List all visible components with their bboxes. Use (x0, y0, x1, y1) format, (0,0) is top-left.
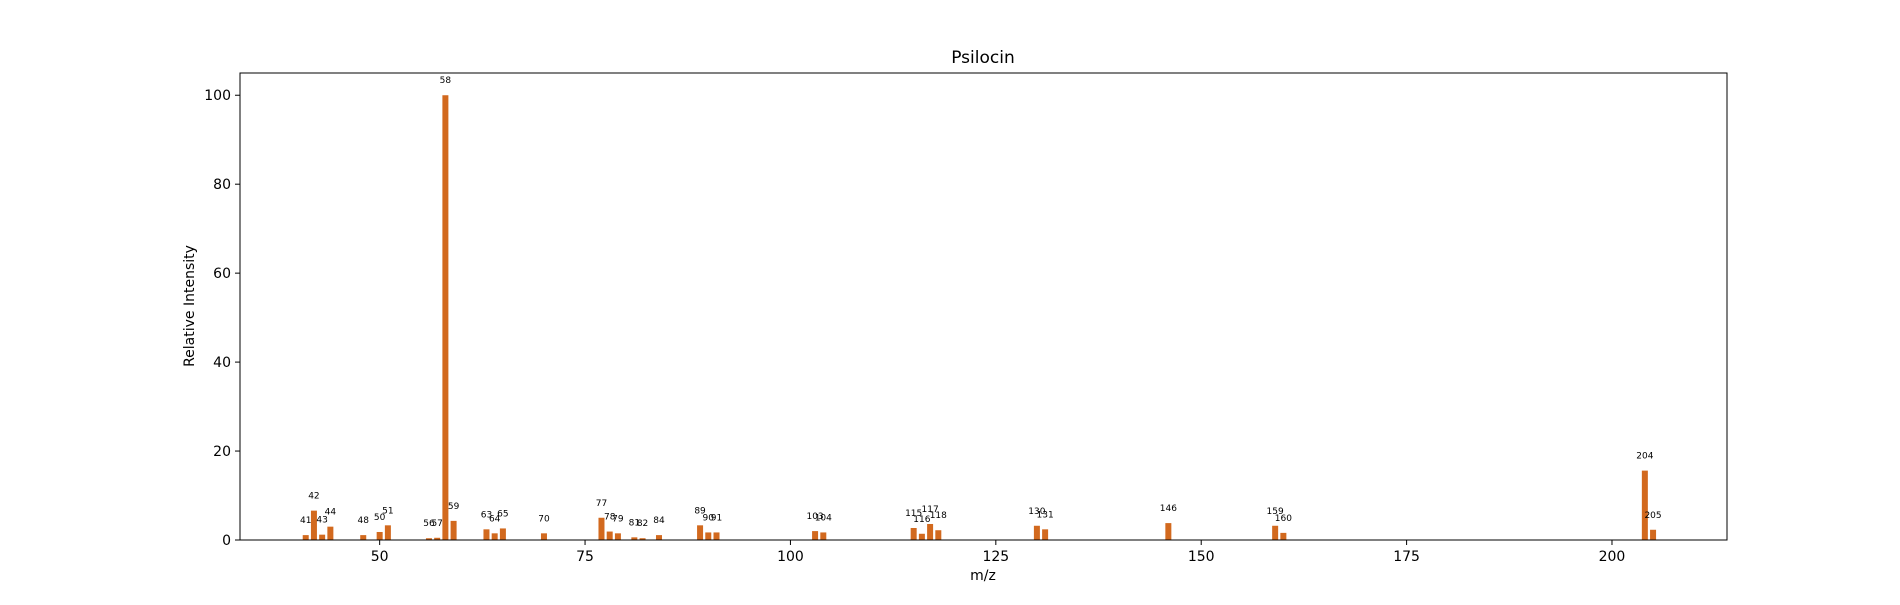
data-label-mz-146: 146 (1160, 504, 1177, 514)
bar-mz-205 (1650, 529, 1657, 540)
data-label-mz-57: 57 (431, 519, 442, 529)
data-label-mz-117: 117 (922, 505, 939, 515)
data-label-mz-103: 103 (806, 512, 823, 522)
bar-mz-59 (450, 520, 457, 540)
y-tick-label: 80 (213, 177, 231, 193)
data-label-mz-64: 64 (489, 514, 501, 524)
data-label-mz-81: 81 (629, 518, 640, 528)
x-tick-label: 50 (371, 549, 389, 565)
bar-mz-56 (425, 538, 432, 540)
data-label-mz-77: 77 (596, 499, 607, 509)
bar-mz-84 (655, 535, 662, 540)
bar-mz-77 (598, 517, 605, 540)
bar-mz-131 (1042, 529, 1049, 540)
x-tick-label: 150 (1188, 549, 1215, 565)
bar-mz-130 (1033, 525, 1040, 540)
bar-mz-103 (812, 531, 819, 540)
x-tick-label: 100 (777, 549, 804, 565)
data-label-mz-65: 65 (497, 509, 508, 519)
data-label-mz-70: 70 (538, 514, 550, 524)
data-label-mz-115: 115 (905, 509, 922, 519)
bar-mz-204 (1641, 470, 1648, 540)
bar-mz-42 (310, 510, 317, 540)
bar-mz-146 (1165, 523, 1172, 540)
data-label-mz-59: 59 (448, 502, 460, 512)
y-axis-ticks: 0 20 40 60 80 100 (204, 88, 240, 549)
data-label-mz-41: 41 (300, 516, 311, 526)
bar-mz-117 (927, 523, 934, 540)
bar-mz-50 (376, 531, 383, 540)
data-label-mz-116: 116 (913, 515, 930, 525)
y-tick-label: 40 (213, 355, 231, 371)
data-label-mz-89: 89 (694, 506, 706, 516)
bar-mz-115 (910, 527, 917, 540)
chart-title: Psilocin (951, 48, 1015, 68)
data-label-mz-79: 79 (612, 514, 624, 524)
bar-mz-51 (384, 525, 391, 540)
data-label-mz-84: 84 (653, 516, 665, 526)
bar-mz-64 (491, 533, 498, 540)
x-tick-label: 200 (1599, 549, 1626, 565)
data-label-mz-56: 56 (423, 519, 435, 529)
x-tick-label: 125 (982, 549, 1009, 565)
data-label-mz-131: 131 (1037, 510, 1054, 520)
x-axis-ticks: 50 75 100 125 150 175 200 (371, 540, 1626, 565)
bar-mz-48 (360, 535, 367, 540)
data-label-mz-78: 78 (604, 513, 616, 523)
data-label-mz-44: 44 (325, 508, 337, 518)
x-tick-label: 75 (576, 549, 594, 565)
data-label-mz-118: 118 (930, 511, 947, 521)
bar-mz-78 (606, 531, 613, 540)
data-label-mz-43: 43 (316, 516, 327, 526)
bar-mz-58 (442, 95, 449, 541)
data-label-mz-82: 82 (637, 519, 648, 529)
bar-mz-159 (1272, 525, 1279, 540)
data-label-mz-63: 63 (481, 510, 492, 520)
data-label-mz-204: 204 (1636, 452, 1653, 462)
bar-mz-90 (705, 532, 712, 540)
data-label-mz-160: 160 (1275, 514, 1292, 524)
bar-mz-65 (499, 528, 506, 540)
data-label-mz-91: 91 (711, 513, 722, 523)
y-tick-label: 0 (222, 533, 231, 549)
data-label-mz-90: 90 (703, 513, 715, 523)
data-label-mz-58: 58 (440, 76, 452, 86)
bar-mz-81 (631, 537, 638, 540)
x-axis-label: m/z (970, 568, 996, 584)
bar-mz-104 (820, 532, 827, 540)
bar-mz-63 (483, 529, 490, 540)
y-tick-label: 60 (213, 266, 231, 282)
bar-mz-79 (614, 533, 621, 540)
data-label-mz-48: 48 (358, 516, 370, 526)
data-label-mz-159: 159 (1267, 507, 1284, 517)
y-axis-label: Relative Intensity (182, 245, 198, 367)
bar-mz-41 (302, 535, 309, 540)
bar-mz-118 (935, 530, 942, 540)
bar-mz-116 (918, 533, 925, 540)
bar-mz-89 (697, 525, 704, 540)
plot-frame (239, 72, 1728, 541)
bar-mz-160 (1280, 532, 1287, 540)
data-label-mz-205: 205 (1644, 511, 1661, 521)
data-label-mz-130: 130 (1028, 507, 1045, 517)
bars-layer (302, 95, 1657, 541)
bar-mz-44 (327, 526, 334, 540)
data-label-mz-104: 104 (815, 513, 832, 523)
y-tick-label: 20 (213, 444, 231, 460)
bar-mz-43 (319, 534, 326, 540)
bar-mz-57 (434, 537, 441, 540)
bar-mz-70 (540, 533, 547, 540)
data-label-mz-50: 50 (374, 513, 386, 523)
y-tick-label: 100 (204, 88, 231, 104)
bar-mz-91 (713, 532, 720, 540)
bar-mz-82 (639, 538, 646, 540)
data-label-mz-51: 51 (382, 506, 393, 516)
data-label-mz-42: 42 (308, 492, 319, 502)
x-tick-label: 175 (1393, 549, 1420, 565)
